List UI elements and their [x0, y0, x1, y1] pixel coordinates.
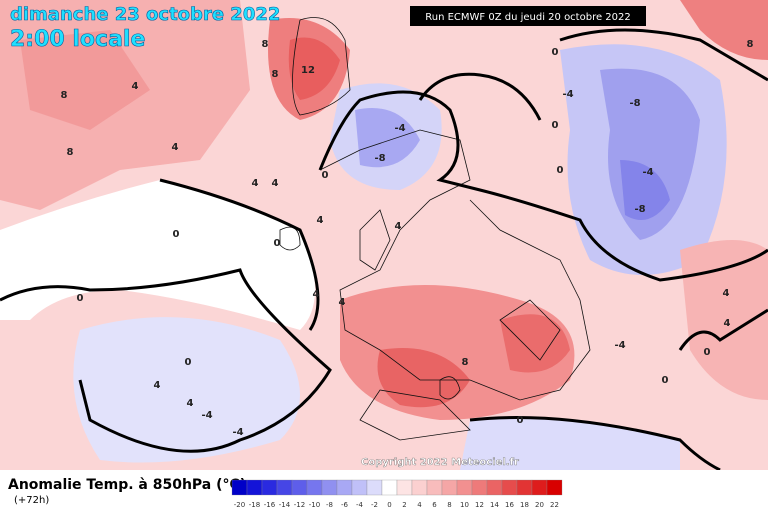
colorbar-swatch	[381, 479, 398, 496]
zero-contours	[0, 28, 768, 472]
contour-label: 4	[339, 297, 346, 308]
colorbar-tick-label: -20	[234, 501, 245, 509]
colorbar-tick-label: 14	[490, 501, 499, 509]
contour-label: 8	[61, 90, 68, 101]
contour-label: 4	[187, 398, 194, 409]
contour-label: -4	[232, 427, 243, 438]
colorbar-swatch	[471, 479, 488, 496]
date-label: dimanche 23 octobre 2022	[10, 4, 280, 25]
colorbar-swatch	[546, 479, 563, 496]
colorbar-tick-label: 22	[550, 501, 559, 509]
contour-label: 4	[724, 318, 731, 329]
colorbar-tick-label: 2	[402, 501, 406, 509]
colorbar-tick-label: 8	[447, 501, 451, 509]
contour-label: 0	[552, 120, 559, 131]
contour-label: -4	[562, 89, 573, 100]
colorbar-swatch	[366, 479, 383, 496]
contour-label: 0	[517, 415, 524, 426]
lead-time: (+72h)	[14, 495, 49, 506]
colorbar-tick-label: 12	[475, 501, 484, 509]
contour-label: 4	[252, 178, 259, 189]
contour-label: -8	[634, 204, 645, 215]
colorbar-swatch	[336, 479, 353, 496]
anomaly-fields	[0, 0, 768, 470]
contour-label: 8	[272, 69, 279, 80]
colorbar-swatch	[441, 479, 458, 496]
time-label: 2:00 locale	[10, 27, 145, 52]
colorbar-swatch	[411, 479, 428, 496]
colorbar-tick-label: 0	[387, 501, 391, 509]
colorbar-swatch	[291, 479, 308, 496]
colorbar-swatch	[531, 479, 548, 496]
colorbar-swatch	[321, 479, 338, 496]
contour-label: 8	[262, 39, 269, 50]
contour-label: 0	[173, 229, 180, 240]
coastlines	[279, 17, 591, 441]
colorbar-tick-label: -8	[326, 501, 333, 509]
colorbar-tick-label: 6	[432, 501, 437, 509]
contour-label: 4	[317, 215, 324, 226]
contour-label: 0	[322, 170, 329, 181]
colorbar-tick-label: -10	[309, 501, 320, 509]
colorbar-swatch	[276, 479, 293, 496]
legend-title: Anomalie Temp. à 850hPa (°C)	[8, 477, 246, 493]
contour-label: 4	[313, 289, 320, 300]
contour-label: 4	[723, 288, 730, 299]
contour-label: 4	[154, 380, 161, 391]
contour-label: -4	[394, 123, 405, 134]
copyright: Copyright 2022 Meteociel.fr	[361, 457, 519, 468]
colorbar-swatch	[516, 479, 533, 496]
contour-label: 0	[662, 375, 669, 386]
contour-label: 8	[462, 357, 469, 368]
colorbar-swatch	[501, 479, 518, 496]
contour-label: 0	[77, 293, 84, 304]
contour-label: 8	[67, 147, 74, 158]
contour-label: -8	[629, 98, 640, 109]
contour-label: -4	[201, 410, 212, 421]
colorbar-swatch	[261, 479, 278, 496]
colorbar-swatch	[396, 479, 413, 496]
colorbar-swatch	[351, 479, 368, 496]
run-label: Run ECMWF 0Z du jeudi 20 octobre 2022	[425, 12, 631, 23]
colorbar-swatch	[306, 479, 323, 496]
colorbar-tick-label: 4	[417, 501, 422, 509]
colorbar-swatch	[486, 479, 503, 496]
colorbar-tick-label: -2	[371, 501, 378, 509]
contour-label: 0	[704, 347, 711, 358]
contour-label: 4	[395, 221, 402, 232]
colorbar-tick-label: -12	[294, 501, 305, 509]
colorbar-swatch	[246, 479, 263, 496]
contour-label: 0	[274, 238, 281, 249]
colorbar-tick-label: -4	[356, 501, 364, 509]
run-banner	[410, 6, 646, 26]
contour-label: 12	[301, 65, 315, 76]
contour-label: 0	[557, 165, 564, 176]
colorbar-tick-label: -18	[249, 501, 260, 509]
colorbar-tick-label: -14	[279, 501, 291, 509]
colorbar-tick-label: 20	[535, 501, 544, 509]
contour-label: 0	[552, 47, 559, 58]
colorbar-swatch	[426, 479, 443, 496]
colorbar-tick-label: 16	[505, 501, 514, 509]
colorbar-swatch	[231, 479, 248, 496]
contour-label: 4	[132, 81, 139, 92]
contour-label: 4	[272, 178, 279, 189]
contour-label: 4	[172, 142, 179, 153]
colorbar-tick-label: 18	[520, 501, 529, 509]
contour-label: -4	[642, 167, 653, 178]
colorbar-tick-label: -6	[341, 501, 349, 509]
colorbar-swatch	[456, 479, 473, 496]
contour-label: -4	[614, 340, 625, 351]
colorbar-tick-label: -16	[264, 501, 276, 509]
contour-label: -8	[374, 153, 385, 164]
contour-label: 0	[185, 357, 192, 368]
colorbar-tick-label: 10	[460, 501, 469, 509]
contour-label: 8	[747, 39, 754, 50]
